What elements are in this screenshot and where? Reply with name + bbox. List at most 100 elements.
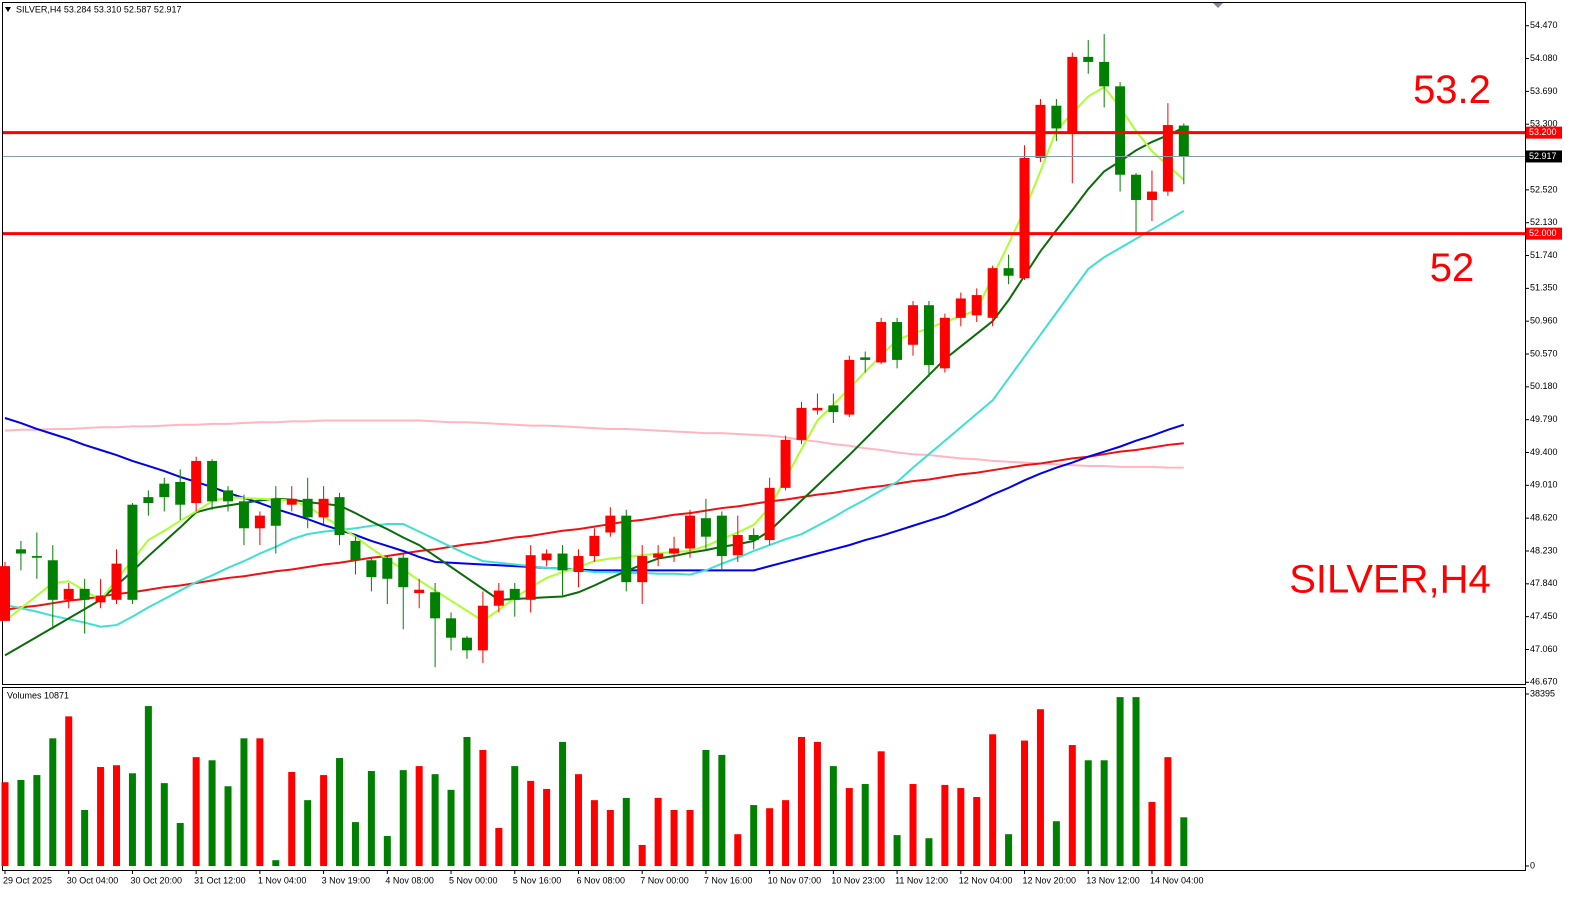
candle-body — [318, 498, 329, 518]
volume-bar — [511, 766, 519, 866]
y-tick-label: 52.130 — [1530, 217, 1558, 227]
candle-body — [908, 305, 919, 345]
candle-body — [892, 322, 903, 360]
volume-bar — [941, 784, 949, 866]
candle-body — [31, 556, 42, 558]
y-tick-label: 52.520 — [1530, 184, 1558, 194]
volume-bar — [925, 838, 933, 866]
volume-bar — [1021, 740, 1029, 866]
y-tick-label: 50.180 — [1530, 381, 1558, 391]
candle-body — [159, 483, 170, 498]
candle-body — [223, 490, 234, 502]
candle-body — [780, 439, 791, 488]
candle-body — [1099, 61, 1110, 87]
y-tick-label: 47.450 — [1530, 611, 1558, 621]
y-tick-label: 50.570 — [1530, 348, 1558, 358]
candle-body — [1115, 86, 1126, 175]
level-annotation: 53.2 — [1413, 68, 1491, 112]
volume-bar — [128, 773, 136, 866]
candle-body — [1051, 105, 1062, 129]
candle-body — [637, 556, 648, 583]
candle-body — [461, 637, 472, 651]
volume-bar — [113, 765, 121, 866]
volume-bar — [97, 766, 105, 866]
candle-body — [732, 535, 743, 556]
x-tick-label: 5 Nov 00:00 — [449, 875, 498, 885]
candle-body — [15, 549, 26, 554]
candle-body — [334, 497, 345, 536]
y-tick-label: 48.620 — [1530, 513, 1558, 523]
x-tick-label: 30 Oct 04:00 — [67, 875, 119, 885]
candle-body — [541, 553, 552, 561]
x-tick-label: 1 Nov 04:00 — [258, 875, 307, 885]
y-tick-label: 49.010 — [1530, 480, 1558, 490]
candle-body — [589, 535, 600, 557]
candle-body — [175, 481, 186, 505]
volume-bar — [495, 827, 503, 866]
volume-bar — [543, 788, 551, 866]
volume-bar — [527, 780, 535, 866]
volume-bar — [1164, 757, 1172, 866]
candle-body — [923, 305, 934, 365]
volume-bar — [654, 797, 662, 866]
volume-bar — [1132, 697, 1140, 866]
symbol-annotation: SILVER,H4 — [1289, 558, 1491, 602]
candle-body — [63, 588, 74, 600]
x-tick-label: 5 Nov 16:00 — [513, 875, 562, 885]
x-tick-label: 30 Oct 20:00 — [130, 875, 182, 885]
volume-bar — [590, 800, 598, 866]
volume-bar — [1180, 817, 1188, 866]
x-tick-label: 7 Nov 16:00 — [704, 875, 753, 885]
candle-body — [366, 560, 377, 578]
candle-body — [1131, 174, 1142, 200]
x-tick-label: 4 Nov 08:00 — [385, 875, 434, 885]
volume-bar — [17, 779, 25, 866]
volume-bar — [559, 741, 567, 866]
candle-body — [796, 407, 807, 440]
volume-bar — [1036, 709, 1044, 866]
volume-bar — [415, 766, 423, 866]
volume-bar — [1, 782, 9, 866]
candle-body — [430, 592, 441, 619]
volume-title: Volumes 10871 — [7, 690, 69, 700]
level-label: 53.200 — [1529, 127, 1557, 137]
y-tick-label: 54.080 — [1530, 53, 1558, 63]
volume-bar — [192, 757, 200, 866]
volume-bar — [288, 771, 296, 866]
candle-body — [509, 588, 520, 600]
volume-bar — [1005, 834, 1013, 866]
volume-bar — [766, 808, 774, 866]
volume-bar — [304, 800, 312, 866]
level-box — [1526, 126, 1562, 139]
moving-average — [4, 417, 1185, 572]
volume-bar — [479, 749, 487, 866]
volume-bar — [383, 835, 391, 866]
header: SILVER,H4 53.284 53.310 52.587 52.917 — [16, 4, 181, 14]
volume-bar — [144, 706, 152, 866]
volume-bar — [224, 786, 232, 866]
candle-body — [844, 359, 855, 415]
y-tick-label: 54.470 — [1530, 20, 1558, 30]
x-tick-label: 14 Nov 04:00 — [1150, 875, 1204, 885]
y-tick-label: 38395 — [1530, 688, 1555, 698]
volume-bar — [893, 835, 901, 866]
y-tick-label: 50.960 — [1530, 316, 1558, 326]
candle-body — [653, 553, 664, 558]
volume-bar — [65, 716, 73, 866]
level-annotation: 52 — [1430, 246, 1475, 290]
candle-body — [525, 555, 536, 600]
volume-bar — [734, 834, 742, 866]
volume-bar — [861, 784, 869, 866]
y-tick-label: 0 — [1530, 860, 1535, 870]
candle-body — [143, 497, 154, 504]
y-tick-label: 53.300 — [1530, 119, 1558, 129]
volume-bar — [463, 736, 471, 866]
volume-bar — [973, 797, 981, 866]
volume-bar — [989, 734, 997, 866]
volume-bar — [877, 751, 885, 866]
candle-body — [812, 407, 823, 411]
volume-bar — [1052, 821, 1060, 866]
candle-body — [477, 605, 488, 651]
candle-body — [716, 515, 727, 557]
y-tick-label: 46.670 — [1530, 677, 1558, 687]
